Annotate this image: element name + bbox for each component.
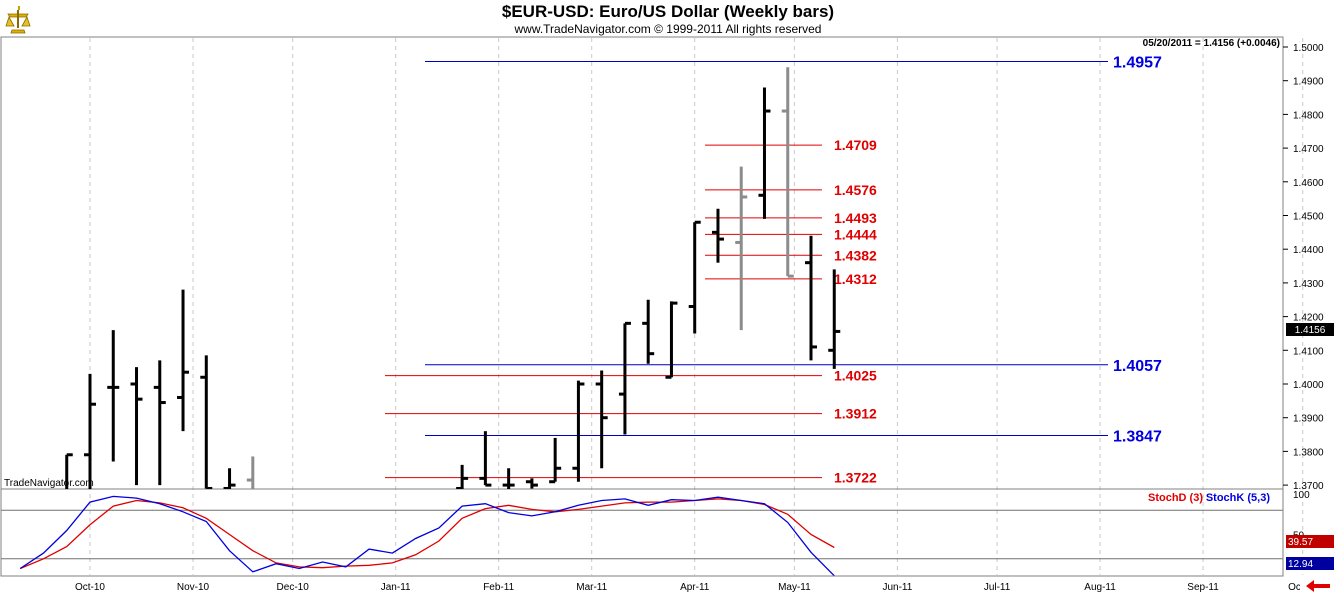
price-tick-label: 1.5000 <box>1293 43 1324 54</box>
fib-level-label: 1.4382 <box>834 247 877 263</box>
date-tick-label: Jan-11 <box>381 582 411 593</box>
ohlc-bar <box>65 453 73 489</box>
date-tick-label: May-11 <box>778 582 811 593</box>
ohlc-bar <box>246 456 255 489</box>
ohlc-bar <box>735 166 748 331</box>
date-tick-label: Jul-11 <box>984 582 1011 593</box>
price-tick-label: 1.4200 <box>1293 313 1324 324</box>
fib-level-label: 1.3722 <box>834 470 877 486</box>
price-tick-label: 1.4500 <box>1293 212 1324 223</box>
date-tick-label: Feb-11 <box>483 582 514 593</box>
stochd-value: 39.57 <box>1288 537 1313 548</box>
stochk-value-tag <box>1286 557 1334 570</box>
ohlc-bar <box>107 330 120 462</box>
ohlc-bar <box>456 464 469 489</box>
date-tick-label: Sep-11 <box>1187 582 1219 593</box>
ohlc-bars <box>65 67 841 489</box>
date-tick-label: Mar-11 <box>576 582 607 593</box>
ohlc-bar <box>665 301 678 379</box>
fib-level-label: 1.4709 <box>834 137 877 153</box>
last-price-tag <box>1286 323 1334 336</box>
fib-level-label: 1.4312 <box>834 271 877 287</box>
price-tick-label: 1.4800 <box>1293 110 1324 121</box>
stochk-legend: StochK (5,3) <box>1206 492 1271 504</box>
fib-level-label: 1.3912 <box>834 406 877 422</box>
fib-level-label: 1.4576 <box>834 182 877 198</box>
date-tick-label: Oct-10 <box>75 582 105 593</box>
date-tick-label: Apr-11 <box>680 582 710 593</box>
price-tick-label: 1.4900 <box>1293 77 1324 88</box>
ohlc-bar <box>549 437 562 484</box>
date-tick-label: Aug-11 <box>1084 582 1116 593</box>
ohlc-bar <box>642 299 655 364</box>
price-tick-label: 1.4600 <box>1293 178 1324 189</box>
ohlc-bar <box>200 355 213 489</box>
tradenavigator-logo-icon <box>5 6 31 34</box>
stochd-legend: StochD (3) <box>1148 492 1203 504</box>
price-tick-label: 1.3900 <box>1293 414 1324 425</box>
stochk-line <box>19 495 835 576</box>
ohlc-bar <box>84 373 96 489</box>
chart-title: $EUR-USD: Euro/US Dollar (Weekly bars) <box>501 2 835 21</box>
support-level-label: 1.3847 <box>1113 429 1162 446</box>
fib-level-label: 1.4493 <box>834 210 877 226</box>
fib-level-label: 1.4444 <box>834 226 877 242</box>
date-tick-label: Dec-10 <box>277 582 310 593</box>
ohlc-bar <box>758 87 771 219</box>
ohlc-bar <box>525 478 538 489</box>
ohlc-bar <box>130 367 143 486</box>
price-tick-label: 1.3700 <box>1293 481 1324 492</box>
stoch-tick-label: 100 <box>1293 490 1310 501</box>
status-quote: 05/20/2011 = 1.4156 (+0.0046) <box>1143 38 1280 49</box>
ohlc-bar <box>688 220 701 334</box>
ohlc-bar <box>781 67 794 278</box>
last-price-label: 1.4156 <box>1295 325 1326 336</box>
date-tick-label: Nov-10 <box>177 582 210 593</box>
price-tick-label: 1.4100 <box>1293 346 1324 357</box>
fib-level-label: 1.4025 <box>834 368 877 384</box>
ohlc-bar <box>828 269 841 369</box>
ohlc-bar <box>805 235 817 361</box>
ohlc-bar <box>502 468 515 489</box>
ohlc-bar <box>618 321 631 435</box>
ohlc-bar <box>479 431 492 487</box>
ohlc-bar <box>572 380 585 482</box>
ohlc-bar <box>711 208 724 263</box>
support-level-label: 1.4057 <box>1113 358 1162 375</box>
price-tick-label: 1.4400 <box>1293 245 1324 256</box>
grid-layer <box>1 38 1304 575</box>
scroll-arrow-icon[interactable] <box>1300 578 1334 593</box>
watermark: TradeNavigator.com <box>4 478 94 489</box>
stochd-value-tag <box>1286 535 1334 548</box>
stochk-value: 12.94 <box>1288 559 1313 570</box>
stochastic-lines <box>19 495 835 576</box>
ohlc-bar <box>223 468 236 489</box>
price-tick-label: 1.4300 <box>1293 279 1324 290</box>
price-tick-label: 1.4000 <box>1293 380 1324 391</box>
ohlc-bar <box>153 360 166 486</box>
ohlc-bar <box>177 289 190 432</box>
date-tick-label: Jun-11 <box>882 582 912 593</box>
support-level-label: 1.4957 <box>1113 54 1162 71</box>
ohlc-bar <box>595 370 608 469</box>
price-tick-label: 1.3800 <box>1293 447 1324 458</box>
chart-subtitle: www.TradeNavigator.com © 1999-2011 All r… <box>514 22 822 36</box>
price-tick-label: 1.4700 <box>1293 144 1324 155</box>
